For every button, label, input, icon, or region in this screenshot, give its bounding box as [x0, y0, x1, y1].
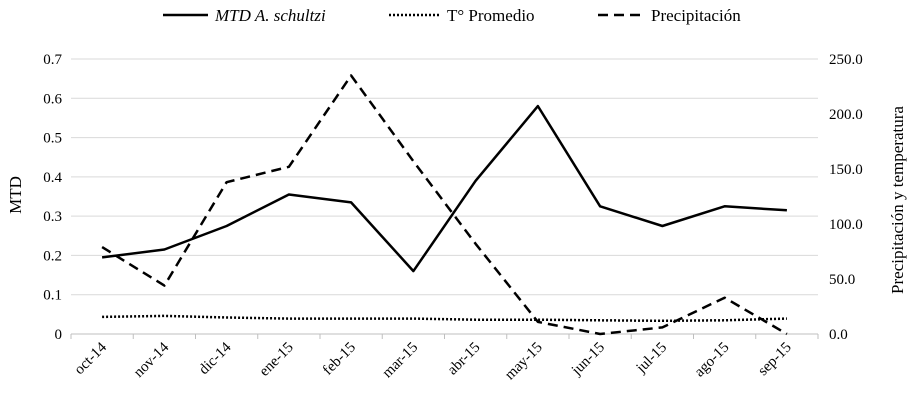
legend-label-mtd: MTD A. schultzi	[214, 6, 326, 25]
x-tick-label: jun-15	[568, 340, 608, 380]
gridlines	[70, 58, 819, 339]
y-tick-label: 0	[55, 327, 63, 343]
x-tick-label: ene-15	[257, 340, 297, 380]
x-tick-label: nov-14	[131, 339, 173, 381]
x-tick-label: may-15	[502, 340, 546, 384]
y2-tick-label: 250.0	[829, 52, 863, 68]
y-tick-label: 0.1	[43, 288, 62, 304]
series-line-2	[101, 74, 788, 336]
y2-tick-label: 0.0	[829, 327, 848, 343]
y2-tick-label: 200.0	[829, 107, 863, 123]
y-tick-label: 0.2	[43, 248, 62, 264]
x-tick-label: jul-15	[633, 340, 670, 377]
y2-tick-label: 150.0	[829, 162, 863, 178]
y-axis-right-title: Precipitación y temperatura	[888, 106, 907, 294]
x-tick-label: ago-15	[692, 340, 733, 381]
series-line-0	[101, 104, 787, 273]
x-tick-label: sep-15	[755, 340, 795, 380]
y-axis-left-ticks: 0 0.1 0.2 0.3 0.4 0.5 0.6 0.7	[43, 52, 62, 343]
x-tick-label: oct-14	[72, 339, 111, 378]
x-tick-label: feb-15	[320, 340, 359, 379]
y2-tick-label: 50.0	[829, 272, 855, 288]
y-tick-label: 0.3	[43, 209, 62, 225]
legend: MTD A. schultzi T° Promedio Precipitació…	[163, 6, 741, 25]
x-tick-label: mar-15	[379, 340, 421, 382]
legend-label-precipitacion: Precipitación	[651, 6, 741, 25]
x-tick-label: dic-14	[196, 339, 235, 378]
y-tick-label: 0.7	[43, 52, 62, 68]
x-axis-ticks: oct-14 nov-14 dic-14 ene-15 feb-15 mar-15 abr-…	[72, 339, 795, 383]
y-tick-label: 0.4	[43, 170, 62, 186]
y-tick-label: 0.6	[43, 91, 62, 107]
series-line-1	[102, 314, 787, 323]
legend-label-temperatura: T° Promedio	[447, 6, 535, 25]
x-tick-label: abr-15	[445, 340, 484, 379]
y2-tick-label: 100.0	[829, 217, 863, 233]
y-axis-left-title: MTD	[6, 176, 25, 214]
y-axis-right-ticks: 0.0 50.0 100.0 150.0 200.0 250.0	[829, 52, 863, 343]
y-tick-label: 0.5	[43, 131, 62, 147]
series-lines	[101, 74, 788, 336]
